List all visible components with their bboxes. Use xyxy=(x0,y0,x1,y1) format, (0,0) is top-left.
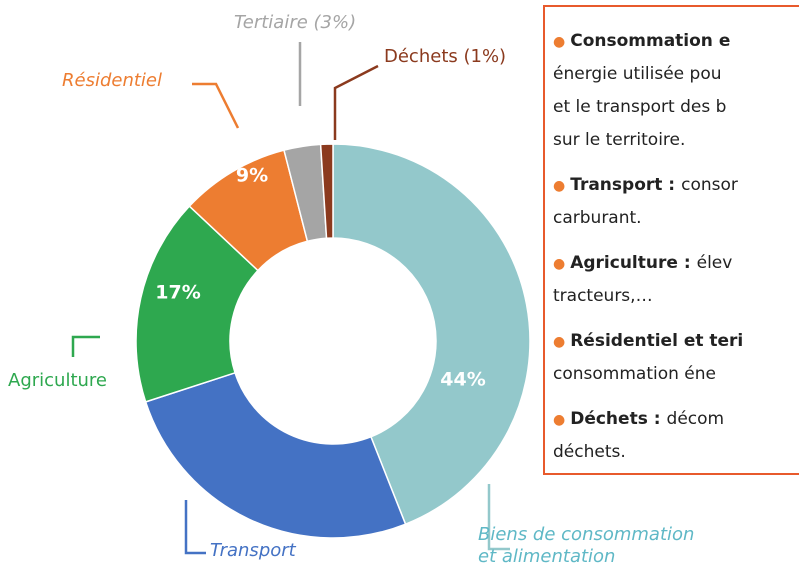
term: Consommation e xyxy=(570,31,731,51)
bullet: ● xyxy=(553,34,566,50)
text-line: carburant. xyxy=(553,208,642,228)
donut-slice xyxy=(144,371,407,539)
text-line: et le transport des b xyxy=(553,97,727,117)
text-line: sur le territoire. xyxy=(553,130,686,150)
value-label: 44% xyxy=(440,369,485,391)
text-box: ● Consommation e énergie utilisée pou et le… xyxy=(543,5,799,475)
description: élev xyxy=(696,253,733,273)
text-line: tracteurs,… xyxy=(553,286,653,306)
bullet: ● xyxy=(553,412,566,428)
text-item: ● Agriculture : élev tracteurs,… xyxy=(553,247,799,313)
text-line: consommation éne xyxy=(553,364,716,384)
text-line: ● Consommation e xyxy=(553,25,799,58)
category-label: Transport xyxy=(210,540,296,561)
text-item: ● Consommation e énergie utilisée pou et le… xyxy=(553,25,799,157)
text-item: ● Déchets : décom déchets. xyxy=(553,403,799,469)
bullet: ● xyxy=(553,334,566,350)
term: Agriculture : xyxy=(570,253,691,273)
text-line: ● Déchets : décom xyxy=(553,403,799,436)
leader-line xyxy=(192,82,240,129)
bullet: ● xyxy=(553,178,566,194)
text-line: ● Transport : consor xyxy=(553,169,799,202)
category-label: Déchets (1%) xyxy=(384,46,507,67)
text-line: déchets. xyxy=(553,442,626,462)
category-label: Tertiaire (3%) xyxy=(234,12,357,33)
text-line: énergie utilisée pou xyxy=(553,64,722,84)
term: Résidentiel et teri xyxy=(570,331,744,351)
term: Déchets : xyxy=(570,409,661,429)
description: consor xyxy=(681,175,738,195)
leader-lines xyxy=(71,42,510,555)
category-label: Agriculture xyxy=(8,370,107,391)
text-line: ● Agriculture : élev xyxy=(553,247,799,280)
category-label: Biens de consommation et alimentation xyxy=(478,524,695,567)
leader-line xyxy=(333,64,379,140)
value-label: 9% xyxy=(236,165,268,187)
value-label: 17% xyxy=(155,282,200,304)
donut-slice xyxy=(332,143,531,526)
description: décom xyxy=(666,409,725,429)
text-line: ● Résidentiel et teri xyxy=(553,325,799,358)
bullet: ● xyxy=(553,256,566,272)
category-label: Résidentiel xyxy=(62,70,163,91)
leader-line xyxy=(71,335,100,357)
term: Transport : xyxy=(570,175,676,195)
leader-line xyxy=(487,484,510,551)
leader-line xyxy=(184,500,206,555)
text-item: ● Transport : consor carburant. xyxy=(553,169,799,235)
donut-slice xyxy=(319,143,334,239)
text-item: ● Résidentiel et teri consommation éne xyxy=(553,325,799,391)
